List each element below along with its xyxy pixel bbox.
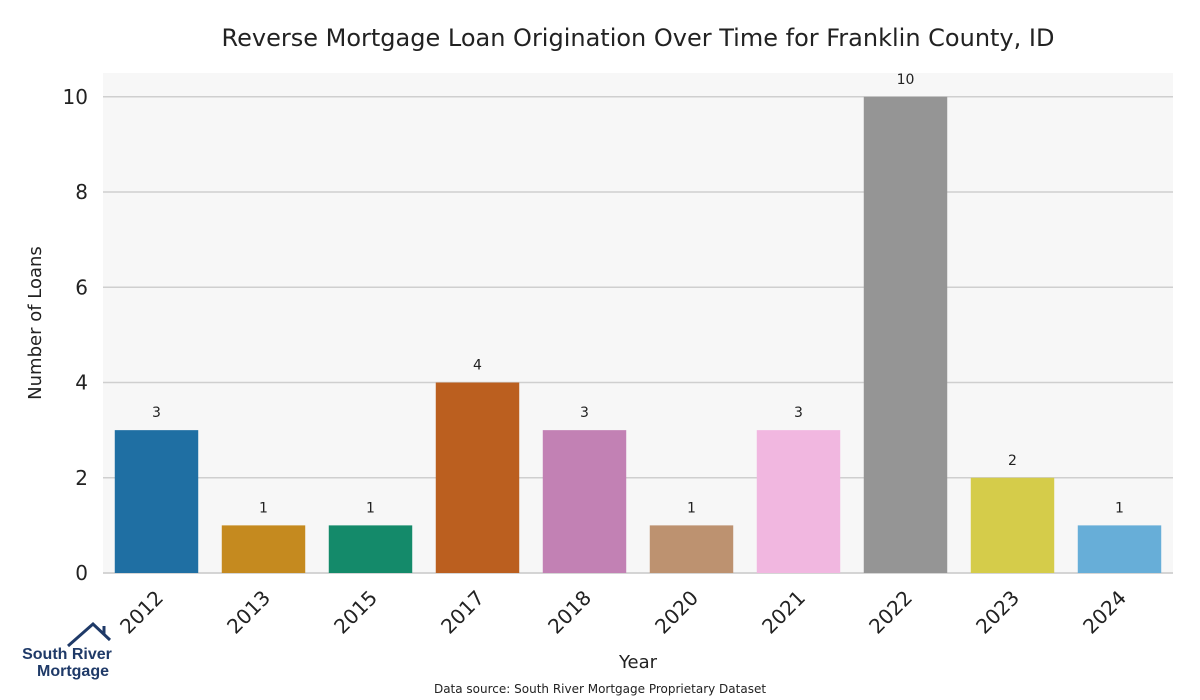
y-tick-label: 0 [75, 561, 88, 585]
x-tick-label-2020: 2020 [650, 586, 703, 639]
bar-value-label-2017: 4 [473, 358, 482, 374]
x-tick-label-2018: 2018 [543, 586, 596, 639]
bar-2013 [221, 525, 306, 573]
x-tick-label-2024: 2024 [1078, 586, 1131, 639]
logo-text-line1: South River [22, 646, 112, 663]
bar-2015 [328, 525, 413, 573]
bar-2023 [970, 477, 1055, 573]
y-axis-ticks: 0 2 4 6 8 10 [63, 85, 88, 585]
y-axis-label: Number of Loans [25, 246, 46, 400]
bar-value-label-2023: 2 [1008, 453, 1017, 469]
bar-value-label-2013: 1 [259, 500, 268, 516]
x-axis-label: Year [618, 652, 658, 673]
y-tick-label: 4 [75, 371, 88, 395]
x-tick-label-2022: 2022 [864, 586, 917, 639]
bar-2018 [542, 430, 627, 573]
south-river-mortgage-logo: South River Mortgage [22, 621, 112, 680]
bar-value-label-2018: 3 [580, 405, 589, 421]
bar-value-label-2024: 1 [1115, 500, 1124, 516]
y-tick-label: 8 [75, 180, 88, 204]
x-tick-label-2023: 2023 [971, 586, 1024, 639]
y-tick-label: 10 [63, 85, 88, 109]
bar-value-label-2021: 3 [794, 405, 803, 421]
bar-2012 [114, 430, 199, 573]
bar-2017 [435, 382, 520, 573]
bar-2022 [863, 96, 948, 574]
data-source-note: Data source: South River Mortgage Propri… [434, 682, 766, 696]
bar-value-labels: 3 1 1 4 3 1 3 10 2 1 [152, 72, 1124, 517]
chart-title: Reverse Mortgage Loan Origination Over T… [222, 24, 1055, 52]
logo-text-line2: Mortgage [37, 663, 109, 680]
house-roof-icon [67, 621, 112, 648]
x-axis-ticks: 2012 2013 2015 2017 2018 2020 2021 2022 2023 2024 [115, 586, 1131, 639]
bar-2021 [756, 430, 841, 573]
y-tick-label: 2 [75, 466, 88, 490]
bar-2020 [649, 525, 734, 573]
bar-value-label-2015: 1 [366, 500, 375, 516]
x-tick-label-2021: 2021 [757, 586, 810, 639]
bar-value-label-2012: 3 [152, 405, 161, 421]
bar-2024 [1077, 525, 1162, 573]
x-tick-label-2013: 2013 [222, 586, 275, 639]
bar-value-label-2020: 1 [687, 500, 696, 516]
x-tick-label-2017: 2017 [436, 586, 489, 639]
x-tick-label-2015: 2015 [329, 586, 382, 639]
x-tick-label-2012: 2012 [115, 586, 168, 639]
y-tick-label: 6 [75, 275, 88, 299]
bar-value-label-2022: 10 [897, 72, 915, 88]
bars [114, 96, 1162, 574]
